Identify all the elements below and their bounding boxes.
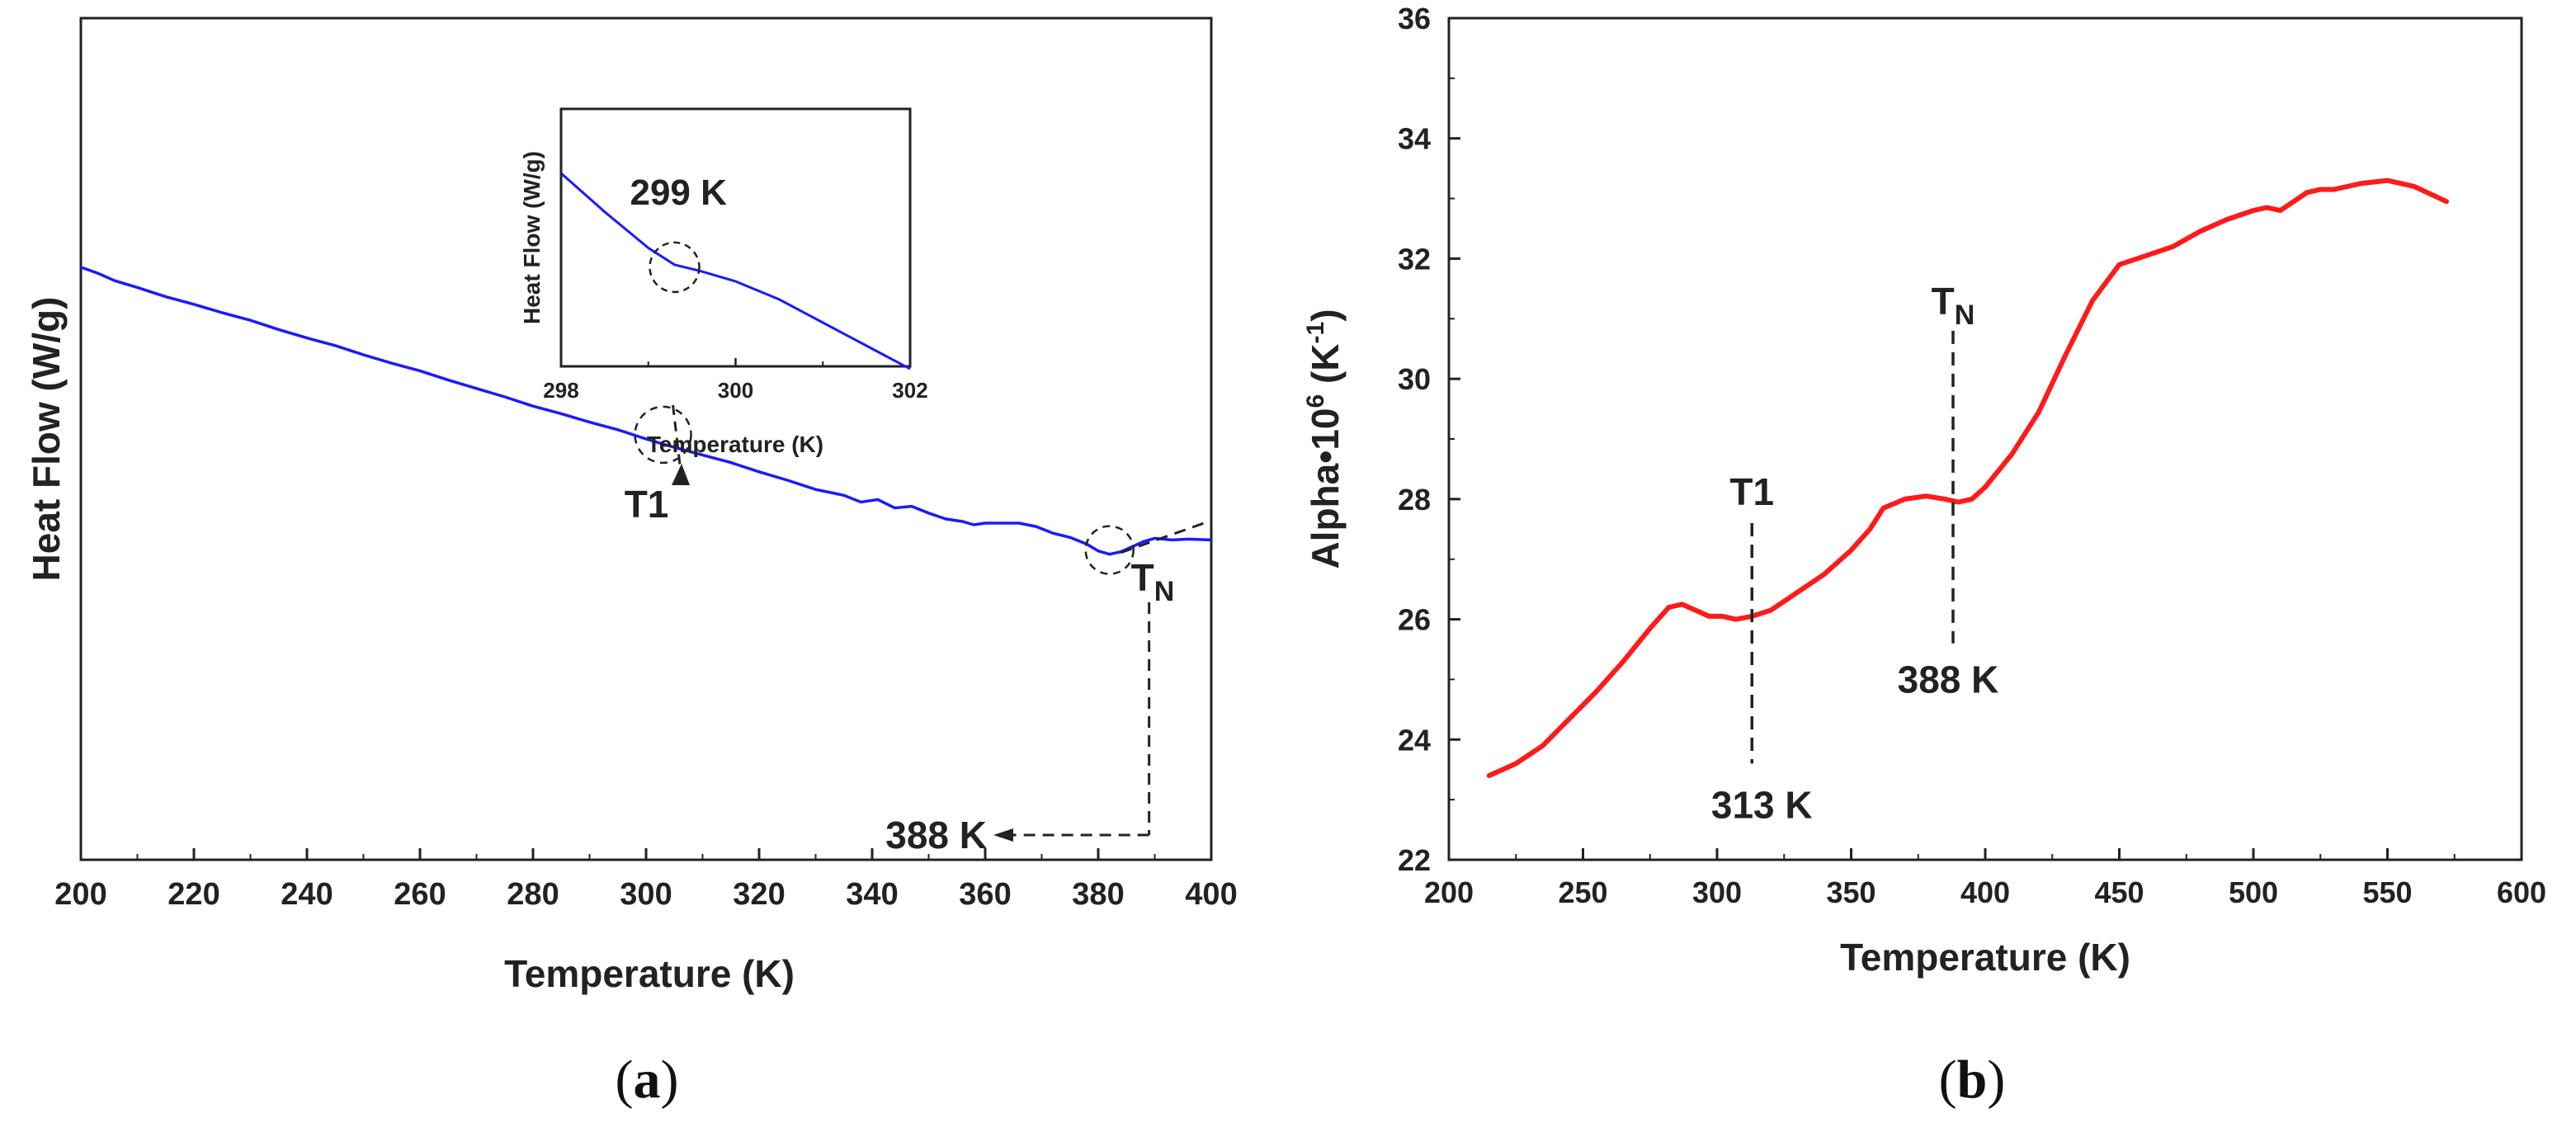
panel-a-x-tick-label: 340	[846, 877, 898, 912]
panel-a-inset-y-axis-title: Heat Flow (W/g)	[519, 151, 545, 324]
panel-a-tn-label: TN	[1131, 556, 1175, 607]
panel-a-inset-pointer-arrowhead	[672, 464, 690, 485]
panel-b-x-tick-label: 450	[2094, 875, 2144, 909]
panel-b-t1-label: T1	[1729, 470, 1774, 513]
panel-b-x-tick-label: 600	[2497, 875, 2546, 909]
panel-b-y-tick-label: 36	[1398, 2, 1431, 35]
panel-b-x-ticks	[1447, 848, 2523, 860]
panel-b-x-axis-title: Temperature (K)	[1840, 936, 2130, 979]
panel-a-inset: 298 300 302 299 K Temperature (K) Heat Flo…	[519, 107, 928, 457]
panel-a-x-ticks	[79, 848, 1213, 860]
panel-b-x-tick-label: 550	[2362, 875, 2412, 909]
panel-b-y-tick-label: 24	[1398, 723, 1431, 757]
panel-b-tn-subscript: N	[1955, 300, 1975, 331]
panel-b-y-axis-title: Alpha•106 (K-1)	[1302, 309, 1347, 569]
panel-a-tn-circle	[1084, 525, 1135, 575]
panel-b-label-letter: b	[1957, 1050, 1988, 1110]
panel-a: 200 220 240 260 280 300 320 340 360 380 400 T1 TN …	[25, 17, 1238, 1110]
panel-b-y-tick-label: 30	[1398, 362, 1431, 396]
panel-a-extrapolation-line	[1120, 519, 1212, 554]
panel-a-tn-value-label: 388 K	[885, 814, 987, 856]
panel-b-x-tick-label: 350	[1826, 875, 1875, 909]
panel-a-x-tick-label: 380	[1072, 877, 1124, 912]
panel-b-x-tick-labels: 200 250 300 350 400 450 500 550 600	[1424, 875, 2546, 909]
panel-b-x-tick-label: 300	[1692, 875, 1742, 909]
panel-a-inset-x-tick-label: 300	[718, 378, 753, 403]
panel-b-alpha-line	[1486, 177, 2449, 778]
panel-a-inset-line	[560, 172, 911, 370]
panel-a-inset-pointer-line	[672, 404, 683, 479]
panel-a-t1-circle	[634, 405, 692, 465]
panel-b-y-tick-label: 28	[1398, 483, 1431, 517]
panel-a-x-tick-labels: 200 220 240 260 280 300 320 340 360 380 400	[54, 877, 1237, 912]
panel-a-inset-x-axis-title: Temperature (K)	[647, 432, 823, 457]
panel-b-y-tick-label: 26	[1398, 603, 1431, 637]
panel-a-x-tick-label: 400	[1185, 877, 1237, 912]
panel-b-tn-value-label: 388 K	[1898, 658, 1999, 701]
panel-a-x-tick-label: 280	[507, 877, 559, 912]
panel-a-inset-x-tick-labels: 298 300 302	[543, 378, 927, 403]
panel-a-x-tick-label: 240	[281, 877, 333, 912]
panel-a-heat-flow-line	[80, 266, 1212, 556]
panel-a-x-tick-label: 260	[394, 877, 446, 912]
panel-b-y-ticks	[1449, 17, 1460, 861]
panel-b-plot-frame	[1447, 17, 2523, 861]
panel-a-label: (a)	[616, 1050, 679, 1110]
panel-a-y-axis-title: Heat Flow (W/g)	[25, 297, 68, 582]
panel-a-x-tick-label: 300	[620, 877, 672, 912]
panel-a-inset-x-tick-label: 298	[543, 378, 578, 403]
panel-a-inset-frame	[559, 107, 912, 368]
panel-b-x-tick-label: 400	[1960, 875, 2010, 909]
panel-a-inset-x-tick-label: 302	[892, 378, 927, 403]
panel-a-x-tick-label: 320	[733, 877, 785, 912]
panel-a-x-axis-title: Temperature (K)	[504, 952, 795, 995]
panel-b-x-tick-label: 500	[2229, 875, 2278, 909]
panel-b-y-tick-label: 34	[1398, 122, 1431, 156]
panel-b: 200 250 300 350 400 450 500 550 600 22 24 26 28 30 32…	[1302, 2, 2546, 1110]
panel-a-x-tick-label: 200	[54, 877, 106, 912]
panel-b-label: (b)	[1939, 1050, 2006, 1110]
panel-a-tn-arrowhead	[993, 828, 1013, 842]
panel-b-tn-letter: T	[1932, 280, 1955, 323]
panel-b-x-tick-label: 250	[1558, 875, 1607, 909]
panel-b-tn-label: TN	[1932, 280, 1975, 331]
panel-a-tn-letter: T	[1131, 556, 1154, 599]
panel-a-label-letter: a	[634, 1050, 661, 1110]
panel-b-y-tick-label: 22	[1398, 843, 1431, 877]
panel-a-inset-299k-label: 299 K	[630, 172, 727, 213]
panel-a-inset-x-ticks	[559, 358, 912, 366]
panel-b-y-tick-label: 32	[1398, 242, 1431, 276]
panel-a-x-tick-label: 220	[167, 877, 219, 912]
panel-a-inset-circle	[649, 241, 701, 294]
panel-a-tn-subscript: N	[1154, 576, 1175, 607]
panel-b-y-tick-labels: 22 24 26 28 30 32 34 36	[1398, 2, 1431, 877]
panel-b-x-tick-label: 200	[1424, 875, 1474, 909]
panel-a-x-tick-label: 360	[959, 877, 1011, 912]
panel-a-t1-label: T1	[625, 483, 669, 526]
panel-b-t1-value-label: 313 K	[1711, 783, 1813, 826]
